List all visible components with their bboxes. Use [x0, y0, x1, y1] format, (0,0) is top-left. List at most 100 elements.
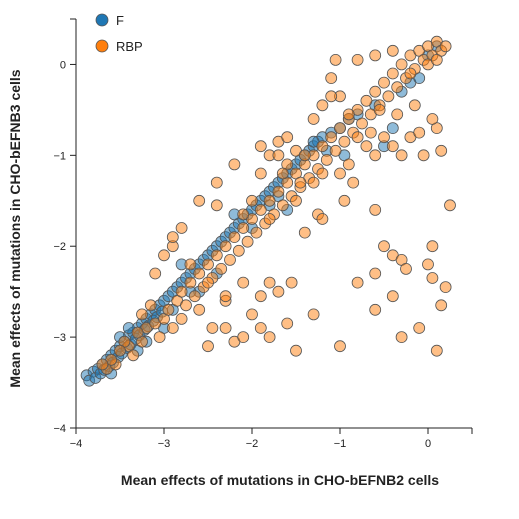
point-rbp	[246, 194, 258, 207]
legend-label-f: F	[116, 13, 124, 28]
point-rbp	[237, 276, 250, 289]
point-rbp	[162, 303, 175, 316]
point-rbp	[298, 226, 311, 239]
point-rbp	[281, 131, 294, 144]
y-axis-title: Mean effects of mutations in CHO-bEFNB3 …	[7, 69, 23, 387]
point-rbp	[356, 117, 368, 130]
x-tick-label: −1	[334, 438, 347, 450]
point-rbp	[290, 344, 302, 357]
point-rbp	[325, 131, 338, 144]
point-rbp	[395, 331, 408, 344]
point-rbp	[184, 258, 197, 271]
point-rbp	[254, 290, 267, 303]
point-rbp	[307, 113, 320, 125]
legend-marker-f	[95, 13, 109, 27]
point-rbp	[175, 312, 188, 325]
point-rbp	[158, 249, 170, 262]
point-rbp	[219, 322, 232, 334]
point-rbp	[413, 322, 426, 334]
point-rbp	[430, 54, 443, 66]
point-rbp	[369, 267, 382, 280]
point-rbp	[435, 144, 448, 157]
point-rbp	[417, 149, 430, 162]
point-rbp	[250, 226, 263, 239]
point-rbp	[435, 299, 448, 312]
point-rbp	[246, 308, 258, 321]
point-rbp	[184, 276, 197, 289]
point-rbp	[272, 185, 285, 198]
point-rbp	[426, 240, 439, 253]
point-rbp	[360, 140, 373, 153]
point-rbp	[408, 99, 421, 112]
point-rbp	[351, 131, 364, 144]
point-rbp	[382, 90, 395, 103]
point-rbp	[153, 331, 166, 344]
point-rbp	[254, 140, 267, 153]
point-rbp	[281, 317, 294, 330]
point-rbp	[329, 54, 342, 66]
point-rbp	[369, 303, 382, 316]
point-rbp	[298, 149, 311, 162]
y-tick-label: 0	[60, 59, 66, 71]
point-rbp	[136, 308, 148, 321]
point-rbp	[263, 276, 276, 289]
point-rbp	[400, 262, 412, 275]
point-rbp	[254, 167, 267, 180]
point-rbp	[219, 290, 232, 303]
point-rbp	[386, 44, 399, 57]
point-rbp	[338, 135, 351, 148]
point-rbp	[290, 194, 302, 207]
ticks: −4 −3 −2 −1 0 −4 −3 −2 −1 0	[53, 18, 473, 450]
point-rbp	[131, 326, 144, 339]
point-rbp	[316, 213, 329, 225]
point-rbp	[144, 299, 157, 312]
legend-marker-rbp	[95, 39, 109, 53]
point-rbp	[272, 149, 285, 162]
point-rbp	[263, 331, 276, 344]
axes	[75, 19, 472, 429]
point-rbp	[347, 176, 360, 189]
point-rbp	[316, 167, 329, 180]
point-rbp	[224, 253, 236, 266]
point-rbp	[422, 258, 434, 271]
point-rbp	[276, 199, 289, 212]
point-rbp	[369, 149, 382, 162]
point-rbp	[378, 76, 390, 89]
point-rbp	[334, 340, 346, 353]
point-rbp	[175, 285, 188, 298]
point-rbp	[369, 203, 382, 216]
point-rbp	[386, 290, 399, 303]
point-rbp	[180, 299, 192, 312]
point-rbp	[114, 344, 126, 357]
x-tick-label: −3	[158, 438, 171, 450]
point-rbp	[378, 131, 390, 144]
point-rbp	[342, 158, 355, 171]
point-rbp	[426, 113, 439, 125]
point-rbp	[444, 199, 456, 212]
point-rbp	[294, 176, 307, 189]
point-rbp	[166, 322, 179, 334]
point-rbp	[210, 176, 223, 189]
point-rbp	[237, 222, 250, 234]
point-rbp	[127, 349, 140, 362]
point-rbp	[237, 208, 250, 221]
point-rbp	[329, 144, 342, 157]
point-rbp	[426, 272, 439, 284]
point-rbp	[210, 199, 223, 212]
point-rbp	[439, 281, 452, 294]
point-rbp	[430, 344, 443, 357]
point-rbp	[241, 235, 254, 248]
point-rbp	[334, 122, 346, 135]
point-rbp	[232, 244, 245, 257]
y-tick-label: −1	[53, 150, 66, 162]
point-rbp	[316, 140, 329, 153]
point-rbp	[254, 203, 267, 216]
point-rbp	[96, 358, 109, 371]
point-rbp	[395, 58, 408, 71]
point-rbp	[364, 126, 377, 139]
point-rbp	[202, 258, 214, 271]
point-rbp	[202, 340, 214, 353]
point-rbp	[193, 303, 206, 316]
point-rbp	[334, 167, 346, 180]
y-tick-label: −4	[53, 423, 66, 435]
